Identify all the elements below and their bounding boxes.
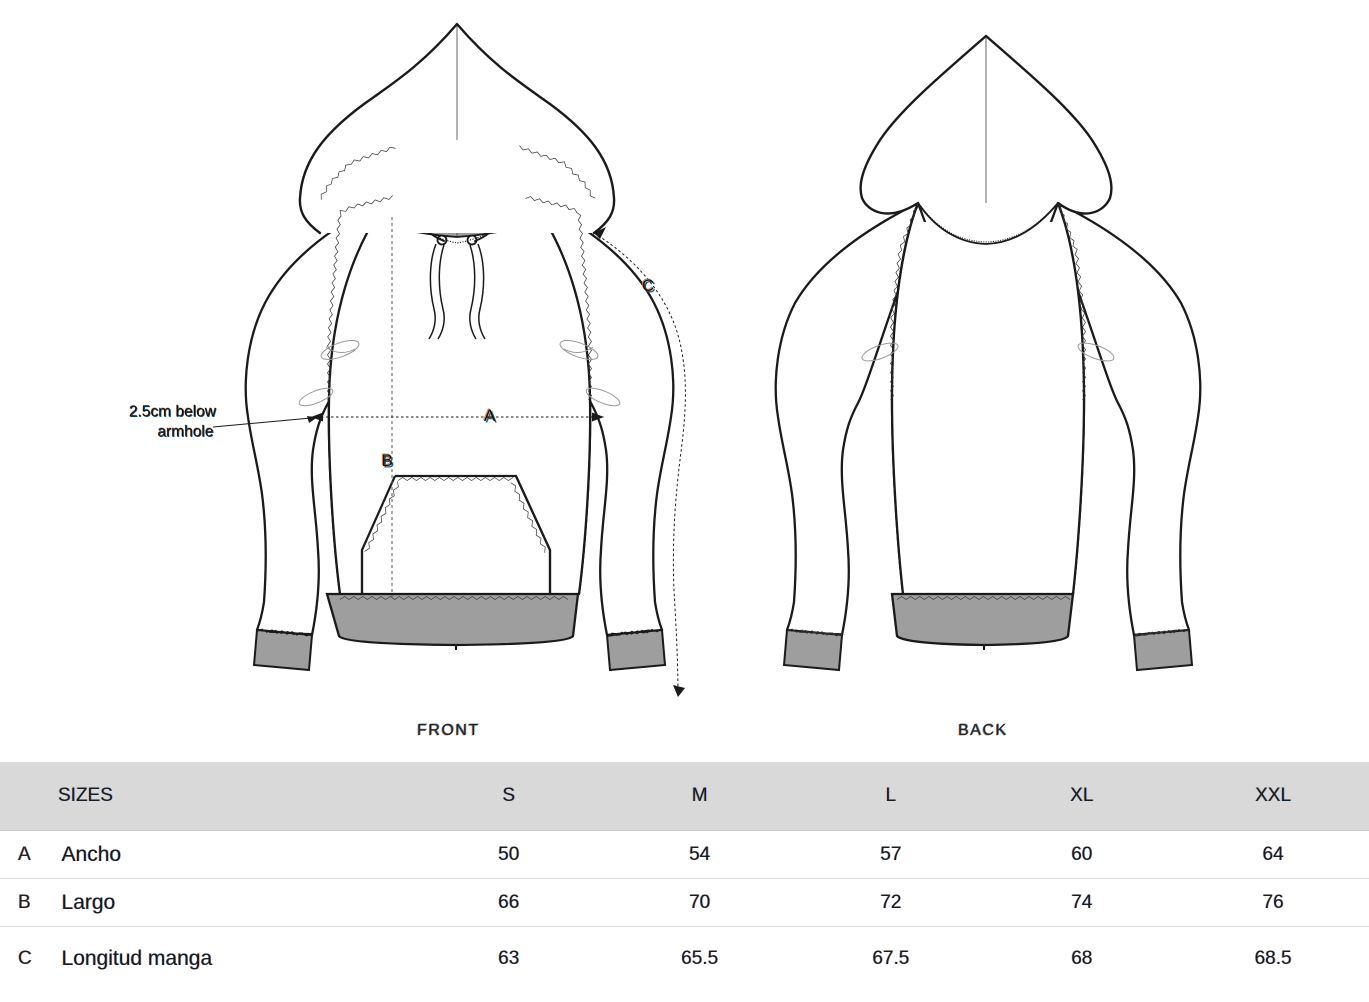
svg-text:A: A bbox=[484, 406, 496, 425]
svg-text:armhole: armhole bbox=[158, 424, 214, 441]
svg-text:C: C bbox=[642, 276, 654, 295]
svg-text:FRONT: FRONT bbox=[417, 722, 480, 739]
svg-text:2.5cm below: 2.5cm below bbox=[129, 404, 217, 421]
svg-text:BACK: BACK bbox=[958, 722, 1008, 739]
svg-text:B: B bbox=[382, 451, 393, 470]
